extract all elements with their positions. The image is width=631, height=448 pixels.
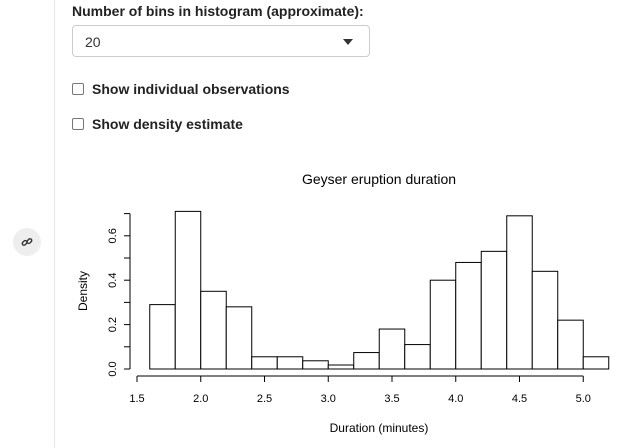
histogram-bar (353, 352, 380, 370)
show-observations-label: Show individual observations (92, 81, 290, 97)
histogram-bar (480, 250, 508, 370)
show-observations-row[interactable]: Show individual observations (72, 81, 290, 97)
x-axis: 1.5 2.0 2.5 3.0 3.5 4.0 4.5 5.0 (129, 375, 591, 405)
histogram-bars (149, 210, 610, 370)
histogram-bar (404, 344, 431, 370)
histogram-bar (276, 356, 304, 370)
chevron-down-icon (343, 39, 353, 45)
link-button[interactable] (13, 228, 41, 256)
x-tick-label: 2.5 (257, 393, 272, 405)
y-tick-label: 0.0 (107, 361, 119, 376)
histogram-bar (200, 290, 227, 370)
histogram-bar (557, 319, 584, 370)
x-tick-label: 3.0 (321, 393, 336, 405)
chart-title: Geyser eruption duration (302, 171, 456, 187)
y-tick-label: 0.4 (107, 273, 119, 288)
x-axis-label: Duration (minutes) (330, 421, 429, 435)
left-rail (0, 0, 55, 448)
histogram-bar (531, 270, 559, 370)
x-tick-label: 2.0 (193, 393, 208, 405)
histogram-bar (506, 215, 533, 370)
bins-select-value: 20 (85, 34, 101, 50)
x-tick-label: 3.5 (384, 393, 399, 405)
y-tick-label: 0.2 (107, 317, 119, 332)
y-axis: 0.0 0.2 0.4 0.6 (107, 213, 131, 377)
x-tick-label: 5.0 (576, 393, 591, 405)
show-density-checkbox[interactable] (72, 118, 84, 130)
x-tick-label: 1.5 (129, 393, 144, 405)
histogram-bar (429, 279, 457, 370)
histogram-bar (174, 210, 202, 370)
show-density-row[interactable]: Show density estimate (72, 116, 243, 132)
x-tick-label: 4.0 (448, 393, 463, 405)
bins-label: Number of bins in histogram (approximate… (72, 3, 364, 19)
bins-select[interactable]: 20 (72, 25, 370, 57)
histogram-bar (225, 306, 253, 370)
histogram-bar (455, 261, 482, 370)
histogram-bar (378, 328, 406, 370)
y-tick-label: 0.6 (107, 228, 119, 243)
histogram-bar (582, 356, 610, 370)
histogram-bar (327, 364, 355, 370)
histogram-bar (149, 304, 176, 370)
show-observations-checkbox[interactable] (72, 83, 84, 95)
link-icon (21, 238, 33, 246)
show-density-label: Show density estimate (92, 116, 243, 132)
x-tick-label: 4.5 (512, 393, 527, 405)
histogram-plot: Geyser eruption duration 1.5 2.0 2.5 3.0 3.5… (76, 171, 610, 435)
histogram-bar (302, 360, 329, 370)
y-axis-label: Density (76, 271, 90, 311)
histogram-bar (251, 356, 278, 370)
